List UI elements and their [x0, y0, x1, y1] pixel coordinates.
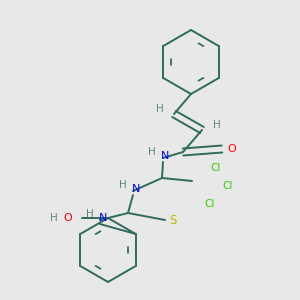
Text: N: N [99, 213, 107, 223]
Text: H: H [156, 104, 164, 114]
Text: Cl: Cl [205, 199, 215, 209]
Text: N: N [132, 184, 140, 194]
Text: N: N [161, 151, 169, 161]
Text: O: O [228, 144, 236, 154]
Text: H: H [50, 213, 58, 223]
Text: O: O [64, 213, 72, 223]
Text: H: H [213, 120, 221, 130]
Text: H: H [86, 209, 94, 219]
Text: Cl: Cl [223, 181, 233, 191]
Text: H: H [119, 180, 127, 190]
Text: H: H [148, 147, 156, 157]
Text: Cl: Cl [211, 163, 221, 173]
Text: S: S [169, 214, 177, 226]
